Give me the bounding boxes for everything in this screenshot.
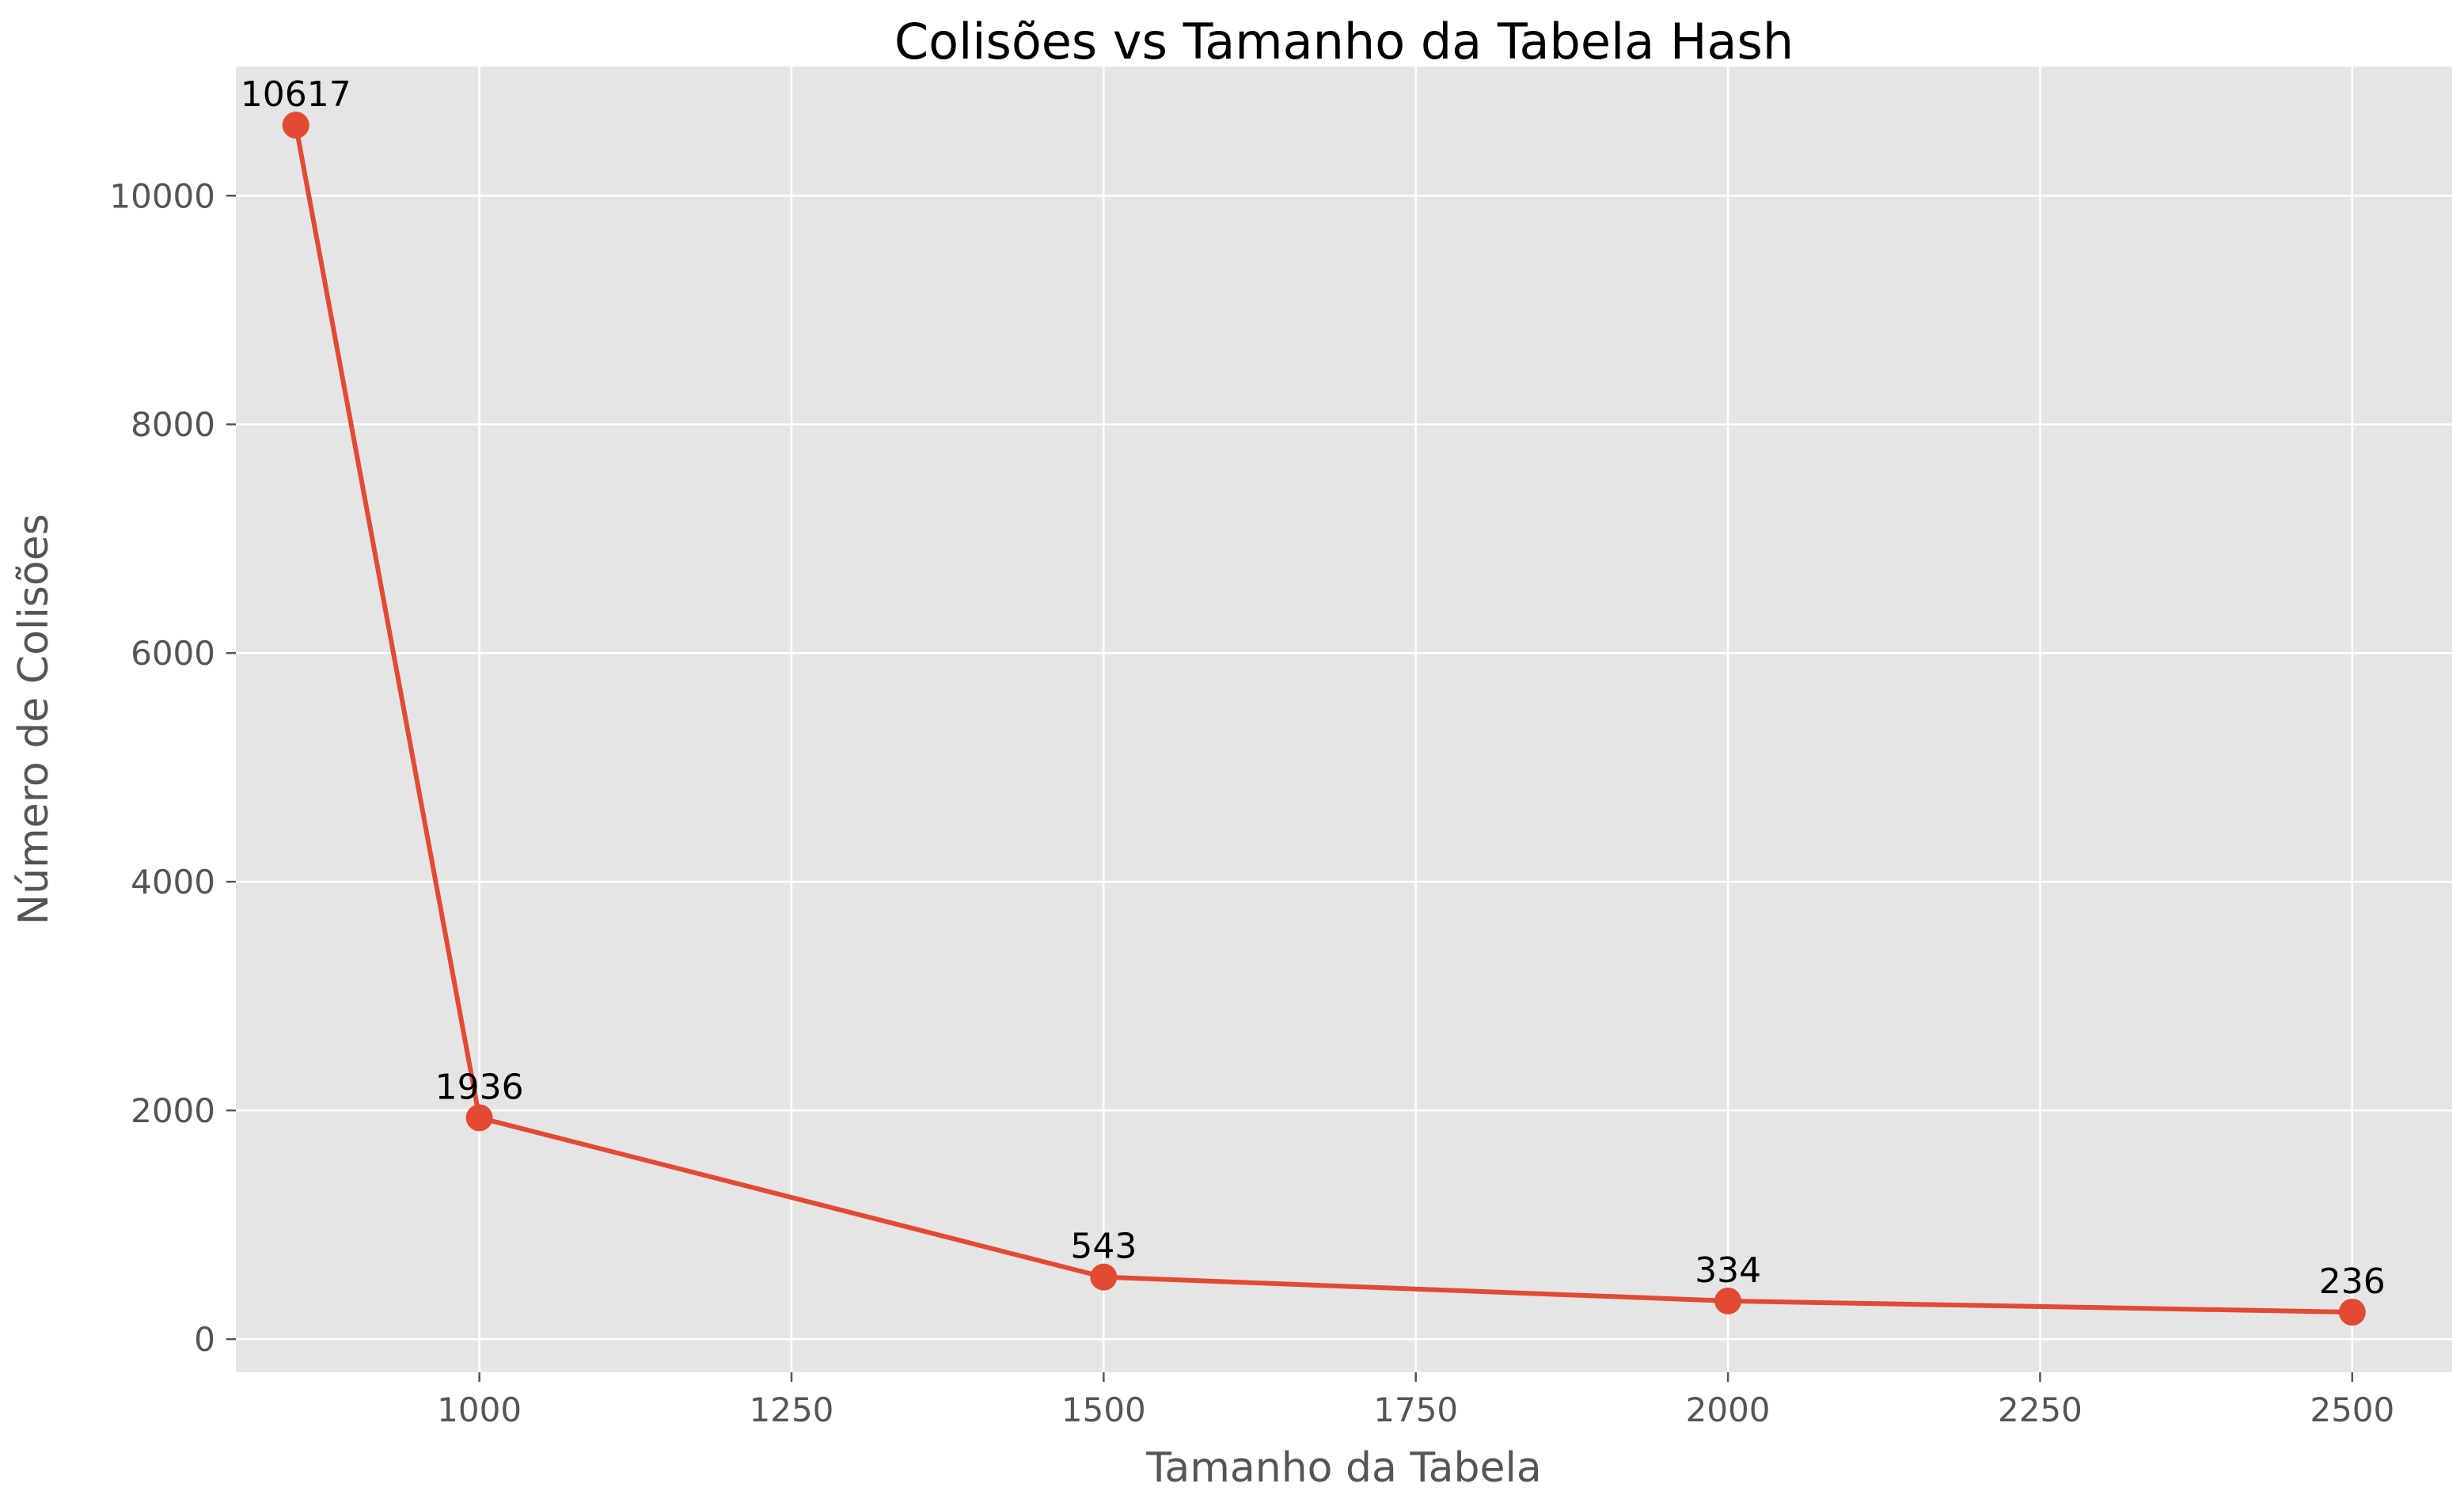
data-label: 236: [2319, 1261, 2386, 1302]
data-label: 543: [1070, 1227, 1137, 1267]
series: [282, 112, 2366, 1326]
y-tick-label: 10000: [109, 176, 215, 215]
x-tick-label: 1500: [1061, 1390, 1146, 1429]
data-point: [465, 1104, 493, 1132]
y-axis-label: Número de Colisões: [10, 514, 58, 925]
data-point: [1714, 1287, 1742, 1315]
x-tick-label: 1750: [1373, 1390, 1458, 1429]
y-tick-label: 2000: [131, 1091, 215, 1130]
data-label: 10617: [241, 74, 351, 115]
x-tick-label: 2500: [2310, 1390, 2394, 1429]
y-tick-label: 6000: [131, 634, 215, 673]
y-tick-label: 0: [194, 1320, 215, 1359]
data-point: [1090, 1263, 1118, 1291]
x-tick-label: 2000: [1686, 1390, 1771, 1429]
x-tick-label: 1000: [437, 1390, 522, 1429]
grid: [236, 66, 2452, 1372]
data-point: [282, 112, 309, 139]
axis-ticks: 1000 1250 1500 1750 2000 2250 2500 0 2000 4000 600…: [109, 176, 2394, 1429]
data-label: 334: [1695, 1250, 1761, 1291]
x-tick-label: 2250: [1998, 1390, 2082, 1429]
data-labels: 10617 1936 543 334 236: [241, 74, 2386, 1302]
data-point: [2338, 1299, 2366, 1326]
chart-title: Colisões vs Tamanho da Tabela Hash: [894, 13, 1794, 70]
data-label: 1936: [435, 1067, 524, 1107]
x-tick-label: 1250: [750, 1390, 834, 1429]
plot-area: [236, 66, 2452, 1372]
y-tick-label: 8000: [131, 405, 215, 444]
y-tick-label: 4000: [131, 863, 215, 901]
x-axis-label: Tamanho da Tabela: [1145, 1444, 1542, 1492]
